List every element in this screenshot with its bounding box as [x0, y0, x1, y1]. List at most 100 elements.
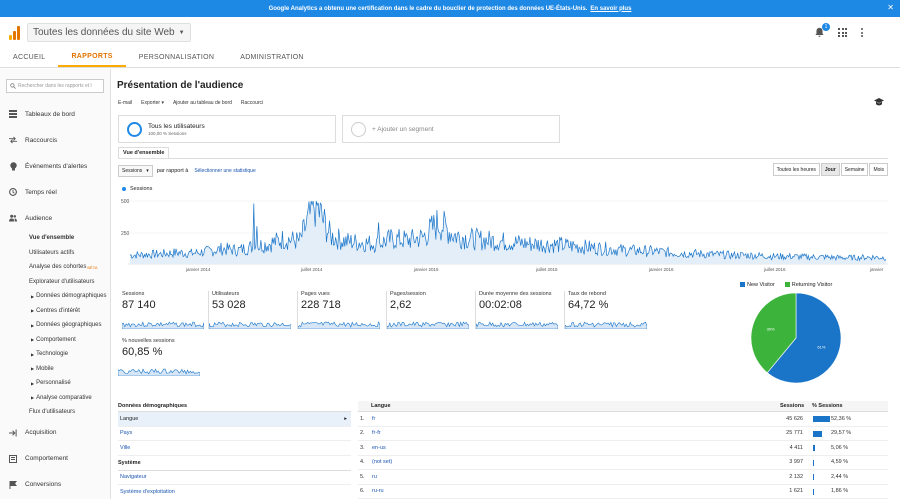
metric-label: % nouvelles sessions: [122, 338, 175, 344]
granularity-month[interactable]: Mois: [869, 163, 888, 176]
segment-title: Tous les utilisateurs: [148, 122, 205, 130]
apps-grid-icon[interactable]: [838, 28, 847, 37]
account-selector[interactable]: Toutes les données du site Web ▼: [27, 23, 191, 42]
select-metric-link[interactable]: Sélectionner une statistique: [194, 168, 256, 174]
x-tick-label: janvier 2016: [648, 267, 674, 272]
sidebar-item-alerts[interactable]: Événements d'alertes: [0, 153, 110, 179]
table-row[interactable]: 4. (not set) 3 997 4,59 %: [358, 456, 888, 470]
learn-more-link[interactable]: En savoir plus: [590, 5, 632, 12]
more-vert-icon[interactable]: [861, 28, 864, 37]
sidebar-sub-users-flow[interactable]: Flux d'utilisateurs: [29, 409, 76, 416]
metric-bounce-rate[interactable]: Taux de rebond 64,72 %: [564, 291, 650, 329]
sidebar-item-dashboards[interactable]: Tableaux de bord: [0, 101, 110, 127]
metric-users[interactable]: Utilisateurs 53 028: [208, 291, 294, 329]
email-button[interactable]: E-mail: [118, 100, 133, 106]
report-search-input[interactable]: Rechercher dans les rapports et l: [6, 79, 104, 93]
segment-subtitle: 100,00 % Sessions: [148, 130, 187, 136]
shortcut-button[interactable]: Raccourci: [240, 100, 264, 106]
language-link[interactable]: en-us: [372, 444, 386, 451]
add-to-dashboard-button[interactable]: Ajouter au tableau de bord: [172, 100, 232, 106]
legend-label: New Visitor: [747, 282, 775, 288]
add-segment-button[interactable]: + Ajouter un segment: [342, 115, 560, 143]
bell-icon: [815, 27, 824, 37]
metric-sparkline: [476, 321, 558, 329]
sidebar-item-behavior[interactable]: Comportement: [0, 446, 110, 472]
segment-all-users[interactable]: Tous les utilisateurs 100,00 % Sessions: [118, 115, 336, 143]
tab-rapports[interactable]: RAPPORTS: [58, 48, 126, 67]
language-link[interactable]: fr-fr: [372, 430, 381, 437]
search-placeholder: Rechercher dans les rapports et l: [18, 83, 92, 89]
percent-bar: [813, 474, 814, 480]
analytics-logo-icon[interactable]: [9, 25, 21, 40]
sidebar-item-realtime[interactable]: Temps réel: [0, 179, 110, 205]
metric-sparkline: [387, 321, 469, 329]
sidebar-sub-custom[interactable]: ▶ Personnalisé: [0, 376, 110, 391]
sidebar-sub-benchmarking[interactable]: ▶ Analyse comparative: [0, 391, 110, 406]
column-header-language: Langue: [371, 403, 391, 409]
metric-label: Pages vues: [301, 291, 330, 297]
sidebar-sub-geo[interactable]: ▶ Données géographiques: [0, 318, 110, 333]
metric-sparkline: [118, 368, 200, 376]
sidebar-item-acquisition[interactable]: Acquisition: [0, 420, 110, 446]
pie-legend: New Visitor Returning Visitor: [740, 282, 832, 288]
graduation-cap-icon[interactable]: [874, 98, 884, 106]
sessions-line-chart[interactable]: 500 250 janvier 2014 juillet 2014 janvie…: [118, 193, 888, 273]
table-row[interactable]: 2. fr-fr 25 771 29,57 %: [358, 427, 888, 441]
granularity-day[interactable]: Jour: [820, 163, 840, 176]
sidebar-sub-overview[interactable]: Vue d'ensemble: [29, 235, 75, 242]
pie-slice-label: 39%: [767, 326, 775, 331]
notifications-button[interactable]: 1: [814, 22, 830, 39]
banner-text: Google Analytics a obtenu une certificat…: [268, 5, 588, 12]
export-button[interactable]: Exporter ▾: [141, 100, 164, 106]
metric-pageviews[interactable]: Pages vues 228 718: [297, 291, 383, 329]
sidebar-item-label: Temps réel: [25, 188, 57, 196]
metric-select[interactable]: Sessions ▾: [118, 165, 153, 177]
sidebar-item-label: Acquisition: [25, 429, 57, 436]
table-row[interactable]: 6. ru-ru 1 621 1,86 %: [358, 485, 888, 499]
app-header: Toutes les données du site Web ▼ 1: [0, 17, 900, 48]
sidebar-sub-cohorts[interactable]: Analyse des cohortes BÊTA: [0, 260, 110, 275]
list-item-browser[interactable]: Navigateur: [118, 471, 351, 485]
metric-sessions[interactable]: Sessions 87 140: [122, 291, 208, 329]
tab-accueil[interactable]: ACCUEIL: [13, 54, 46, 61]
table-row[interactable]: 3. en-us 4 411 5,06 %: [358, 441, 888, 456]
sidebar-item-shortcuts[interactable]: Raccourcis: [0, 127, 110, 153]
pie-slice[interactable]: [750, 292, 797, 374]
tab-administration[interactable]: ADMINISTRATION: [240, 54, 304, 61]
granularity-week[interactable]: Semaine: [840, 163, 869, 176]
demographics-heading: Données démographiques: [118, 401, 351, 412]
metric-avg-session-duration[interactable]: Durée moyenne des sessions 00:02:08: [475, 291, 565, 329]
close-icon[interactable]: ✕: [887, 3, 894, 12]
sidebar-sub-mobile[interactable]: ▶ Mobile: [0, 362, 110, 377]
list-item-country[interactable]: Pays: [118, 427, 351, 441]
percent-bar: [813, 416, 830, 422]
sidebar-sub-interests[interactable]: ▶ Centres d'intérêt: [0, 304, 110, 319]
legend-label: Returning Visitor: [791, 282, 833, 288]
tab-personnalisation[interactable]: PERSONNALISATION: [138, 54, 215, 61]
language-link[interactable]: ru-ru: [372, 488, 384, 495]
language-link[interactable]: fr: [372, 415, 376, 422]
table-row[interactable]: 1. fr 45 626 52,36 %: [358, 412, 888, 427]
list-item-city[interactable]: Ville: [118, 441, 351, 456]
granularity-hourly[interactable]: Toutes les heures: [772, 163, 820, 176]
table-row[interactable]: 5. ru 2 132 2,44 %: [358, 470, 888, 485]
visitor-pie-chart[interactable]: 61% 39%: [750, 292, 842, 384]
sidebar-item-label: Tableaux de bord: [25, 110, 75, 118]
language-link[interactable]: (not set): [372, 459, 393, 466]
list-item-language[interactable]: Langue ▸: [118, 412, 351, 427]
divider: [118, 158, 888, 159]
metric-pages-per-session[interactable]: Pages/session 2,62: [386, 291, 472, 329]
pie-slice[interactable]: [766, 292, 842, 384]
list-item-os[interactable]: Système d'exploitation: [118, 485, 351, 499]
sidebar-sub-behavior[interactable]: ▶ Comportement: [0, 333, 110, 348]
sidebar-sub-technology[interactable]: ▶ Technologie: [0, 347, 110, 362]
compare-label: par rapport à: [156, 168, 189, 174]
language-link[interactable]: ru: [372, 473, 377, 480]
sidebar-sub-active-users[interactable]: Utilisateurs actifs: [29, 249, 75, 256]
sidebar-sub-demographics[interactable]: ▶ Données démographiques: [0, 289, 110, 304]
metric-value: 64,72 %: [568, 299, 609, 311]
sidebar-item-conversions[interactable]: Conversions: [0, 472, 110, 498]
metric-new-sessions[interactable]: % nouvelles sessions 60,85 %: [118, 338, 204, 376]
sidebar-sub-user-explorer[interactable]: Explorateur d'utilisateurs: [29, 278, 95, 285]
sidebar-item-audience[interactable]: Audience: [0, 205, 110, 231]
